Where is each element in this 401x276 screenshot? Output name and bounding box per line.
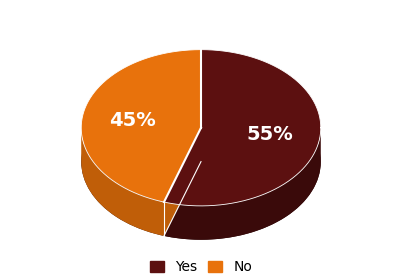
Polygon shape xyxy=(164,128,200,236)
Text: 45%: 45% xyxy=(109,111,155,130)
Ellipse shape xyxy=(81,84,320,240)
Text: 55%: 55% xyxy=(246,125,292,144)
Polygon shape xyxy=(164,128,320,240)
Legend: Yes, No: Yes, No xyxy=(147,258,254,276)
Polygon shape xyxy=(81,128,164,236)
Polygon shape xyxy=(81,50,200,202)
Polygon shape xyxy=(164,50,320,206)
Polygon shape xyxy=(164,128,200,236)
